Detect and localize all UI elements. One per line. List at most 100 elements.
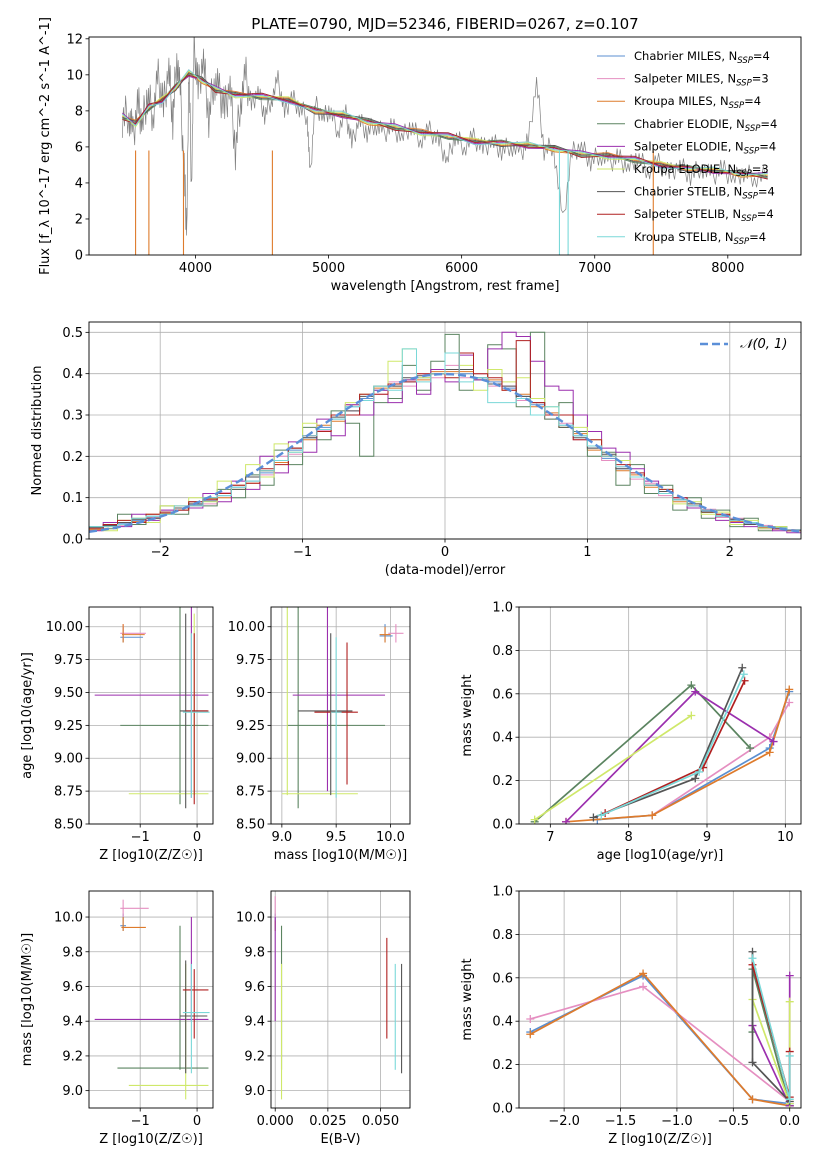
series-marker [562,817,570,824]
y-tick-label: 9.4 [62,1015,83,1030]
series-marker [769,737,778,746]
y-axis-label: age [log10(age/yr)] [20,652,35,779]
y-tick-label: 9.0 [244,1084,265,1099]
errorbar-point-salpeter_stelib [182,969,209,1039]
x-tick-label: 8 [625,830,633,845]
mass-weight-vs-age-panel: 7 8 9 10 0.0 0.2 0.4 0.6 0.8 1.0 age [log10(age/yr… [460,601,802,863]
errorbar-point-kroupa_elodie [281,607,358,796]
legend-label: Kroupa STELIB, NSSP=4 [634,230,766,247]
y-axis-label: mass weight [460,674,475,756]
errorbar-plot-area [281,607,404,809]
x-tick-label: 5000 [312,261,345,276]
normal-distribution-curve [89,372,801,533]
spectrum-title: PLATE=0790, MJD=52346, FIBERID=0267, z=0… [251,15,638,33]
x-tick-label: 0 [441,545,449,560]
mass-vs-extinction-panel: 0.000 0.025 0.050 9.0 9.2 9.4 9.6 9.8 10.0 E(B-V) [236,890,411,1147]
y-tick-label: 9.75 [54,653,83,668]
y-tick-label: 9.2 [62,1049,83,1064]
y-tick-label: 0.0 [492,818,513,833]
y-tick-label: 8 [75,104,83,119]
x-tick-label: 1 [583,545,591,560]
y-tick-label: 8.75 [54,785,83,800]
series-marker [785,997,794,1006]
y-tick-label: 9.6 [244,980,265,995]
y-tick-label: 4 [75,176,83,191]
y-tick-label: 1.0 [492,885,513,900]
series-marker [739,670,748,679]
axes-frame [270,890,411,1109]
x-tick-label: 0.050 [362,1114,399,1129]
series-marker [746,744,755,753]
errorbar-plot-area [94,899,210,1100]
line-plot-area [530,663,794,824]
y-tick-label: 0.2 [492,1058,513,1073]
line-plot-area [526,947,794,1108]
errorbar-point-chabrier_stelib [180,960,208,1074]
x-tick-label: 7 [546,830,554,845]
y-tick-label: 0 [75,249,83,264]
y-tick-label: 0.4 [492,731,513,746]
y-tick-label: 8.75 [236,785,265,800]
x-tick-label: 9.0 [272,830,293,845]
axes-frame [270,606,411,825]
series-kroupa_stelib [748,954,794,1104]
series-kroupa_stelib [597,670,748,820]
x-axis-label: Z [log10(Z/Z☉)] [608,1132,712,1147]
axes-frame [88,606,214,825]
y-axis-label: Flux [f_λ 10^-17 erg cm^-2 s^-1 A^-1] [38,17,53,275]
y-tick-label: 10 [66,68,83,83]
axes-frame [88,36,802,256]
y-tick-label: 0.6 [492,971,513,986]
series-kroupa_elodie [530,711,696,824]
x-axis-label: E(B-V) [320,1132,360,1147]
y-tick-label: 9.75 [236,653,265,668]
legend-label: Salpeter MILES, NSSP=3 [634,72,769,89]
x-tick-label: 7000 [578,261,611,276]
x-tick-label: −2.0 [548,1114,580,1129]
x-tick-label: 0.000 [257,1114,294,1129]
errorbar-plot-area [94,607,210,809]
y-tick-label: 9.8 [244,945,265,960]
errorbar-point-kroupa_miles [379,626,391,643]
y-tick-label: 8.50 [54,818,83,833]
legend-label: Salpeter ELODIE, NSSP=4 [634,139,776,156]
y-tick-label: 9.0 [62,1084,83,1099]
x-tick-label: 10 [777,830,794,845]
y-tick-label: 9.50 [236,686,265,701]
series-marker [639,969,648,978]
x-tick-label: −2 [151,545,170,560]
y-tick-label: 0.1 [62,491,83,506]
x-tick-label: 2 [726,545,734,560]
legend-label: Chabrier STELIB, NSSP=4 [634,185,775,202]
x-tick-label: −1 [131,830,150,845]
legend-label: Salpeter STELIB, NSSP=4 [634,207,774,224]
y-tick-label: 0.3 [62,409,83,424]
x-tick-label: −1.0 [661,1114,693,1129]
series-marker [687,681,696,690]
series-salpeter_elodie [562,687,778,824]
errorbar-point-chabrier_stelib [298,633,353,796]
errorbar-point-kroupa_miles [121,624,145,643]
series-marker [695,767,704,776]
series-marker [597,811,606,820]
series-line [529,972,790,1107]
series-marker [785,685,794,694]
y-tick-label: 0.4 [492,1015,513,1030]
y-tick-label: 9.25 [236,719,265,734]
model-spectrum-kroupa_stelib [122,69,768,176]
x-tick-label: 6000 [445,261,478,276]
y-tick-label: 10.0 [54,911,83,926]
y-tick-label: 0.8 [492,928,513,943]
spectrum-panel: 4000 5000 6000 7000 8000 0 2 4 6 8 10 12 wavelength … [38,17,802,294]
series-marker [687,711,696,720]
age-vs-mass-panel: 9.0 9.5 10.0 8.50 8.75 9.00 9.25 9.50 9.75 10.00 m… [228,606,411,863]
y-tick-label: 9.00 [54,752,83,767]
x-tick-label: 0.025 [309,1114,346,1129]
series-marker [765,748,774,757]
y-tick-label: 9.50 [54,686,83,701]
y-tick-label: 0.2 [62,450,83,465]
x-tick-label: −1 [293,545,312,560]
mass-weight-vs-metallicity-panel: −2.0 −1.5 −1.0 −0.5 0.0 0.0 0.2 0.4 0.6 0.8 1.0 Z [… [460,885,802,1147]
y-tick-label: 0.5 [62,326,83,341]
x-tick-label: 0 [193,830,201,845]
